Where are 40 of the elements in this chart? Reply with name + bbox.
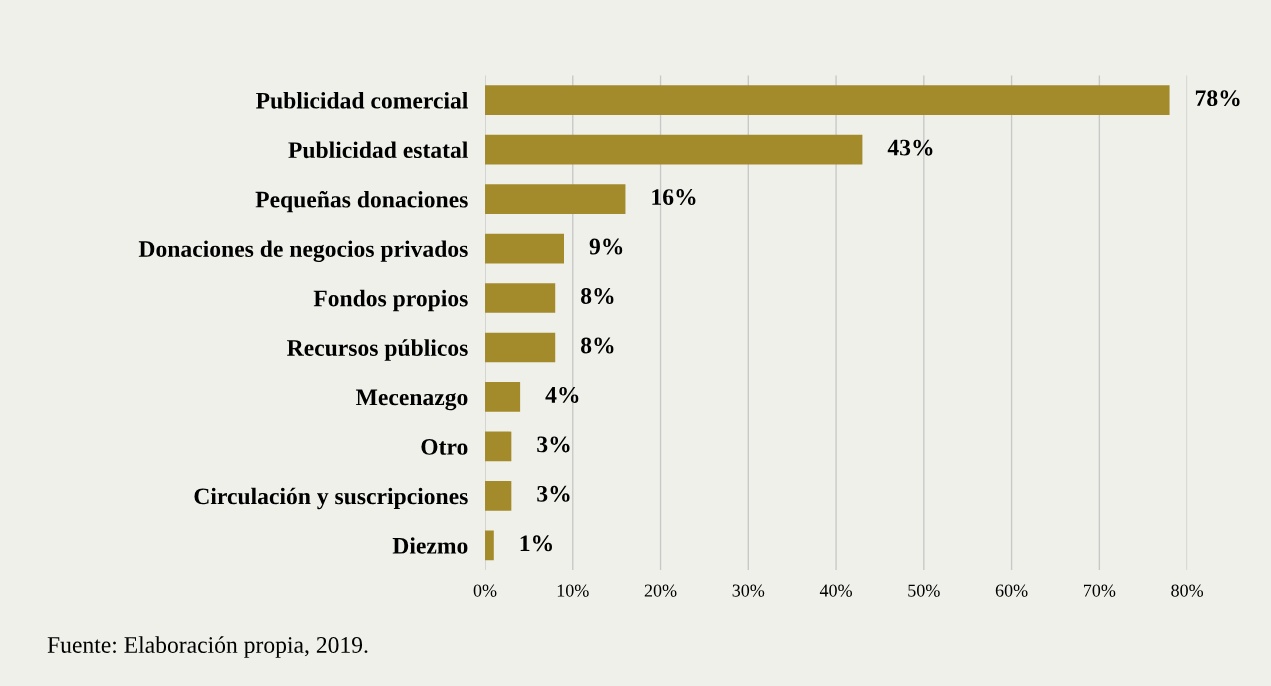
bar xyxy=(485,382,521,412)
data-label: 3% xyxy=(537,436,570,453)
bar xyxy=(485,332,556,363)
bar xyxy=(485,530,494,561)
data-label: 8% xyxy=(581,337,614,354)
y-tick-label: Fondos propios xyxy=(313,289,468,312)
data-label: 9% xyxy=(589,238,623,255)
data-label: 43% xyxy=(887,139,933,156)
y-tick-label: Recursos públicos xyxy=(287,339,468,361)
y-tick-label: Donaciones de negocios privados xyxy=(138,240,468,262)
x-tick-label: 80% xyxy=(1171,584,1204,597)
bar xyxy=(485,85,1170,116)
x-tick-label: 30% xyxy=(732,584,765,597)
x-tick-label: 50% xyxy=(908,584,940,597)
y-tick-label: Mecenazgo xyxy=(355,389,468,411)
y-tick-label: Otro xyxy=(421,438,468,455)
data-label: 3% xyxy=(537,485,570,502)
bar xyxy=(485,481,512,511)
x-tick-label: 0% xyxy=(473,584,497,597)
y-tick-label: Diezmo xyxy=(392,537,468,554)
data-label: 1% xyxy=(520,535,552,552)
bar xyxy=(485,233,564,264)
bar xyxy=(485,431,512,462)
x-tick-label: 40% xyxy=(819,584,852,597)
data-label: 4% xyxy=(545,386,579,403)
y-tick-label: Publicidad comercial xyxy=(256,92,468,109)
y-tick-label: Pequeñas donaciones xyxy=(255,190,468,213)
x-tick-label: 60% xyxy=(995,584,1028,597)
data-label: 78% xyxy=(1195,90,1240,107)
x-tick-label: 20% xyxy=(644,584,677,597)
bar xyxy=(485,184,626,214)
x-tick-label: 70% xyxy=(1083,584,1116,597)
y-tick-label: Publicidad estatal xyxy=(288,141,468,159)
bar xyxy=(485,283,556,313)
data-label: 16% xyxy=(652,189,696,206)
bar xyxy=(485,134,863,165)
y-tick-label: Circulación y suscripciones xyxy=(194,487,468,510)
x-tick-label: 10% xyxy=(557,584,589,597)
source-note: Fuente: Elaboración propia, 2019. xyxy=(47,636,368,658)
data-label: 8% xyxy=(581,288,614,305)
